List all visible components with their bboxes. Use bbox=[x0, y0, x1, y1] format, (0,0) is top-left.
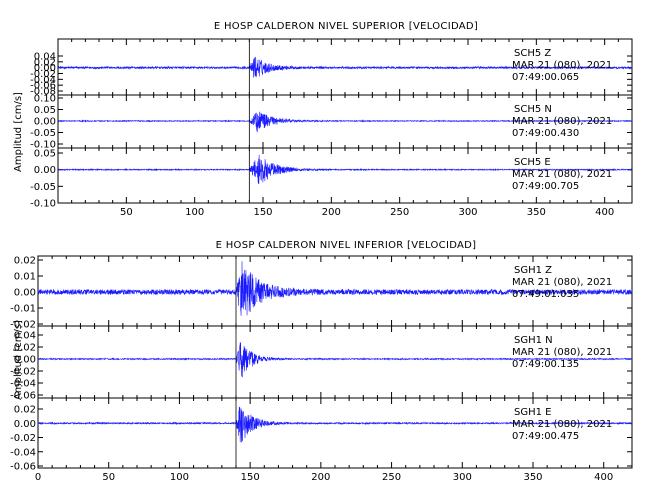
station-channel-label: SCH5 Z bbox=[514, 48, 551, 59]
x-tick-label: 200 bbox=[311, 472, 330, 483]
y-tick-label: -0.02 bbox=[10, 433, 36, 444]
event-date-label: MAR 21 (080), 2021 bbox=[512, 419, 612, 430]
y-tick-label: 0.04 bbox=[14, 331, 36, 342]
y-tick-label: 0.04 bbox=[34, 52, 56, 63]
y-tick-label: 0.01 bbox=[14, 272, 36, 283]
y-tick-label: -0.02 bbox=[10, 367, 36, 378]
event-time-label: 07:49:01.035 bbox=[512, 289, 579, 300]
y-tick-label: 0.02 bbox=[14, 256, 36, 267]
trace-panel-sgh1-e: 0.02 0.00 -0.02 -0.04 -0.060 50 100 150 200 250 30… bbox=[10, 397, 633, 483]
y-axis-label-inferior: Amplitud [cm/s] bbox=[13, 320, 24, 400]
y-tick-label: -0.04 bbox=[10, 379, 36, 390]
y-tick-label: -0.04 bbox=[10, 447, 36, 458]
y-tick-label: -0.02 bbox=[10, 320, 36, 331]
y-tick-label: -0.10 bbox=[30, 199, 56, 210]
y-tick-label: -0.04 bbox=[30, 75, 56, 86]
event-time-label: 07:49:00.705 bbox=[512, 181, 579, 192]
event-time-label: 07:49:00.475 bbox=[512, 431, 579, 442]
x-tick-label: 50 bbox=[102, 472, 115, 483]
x-tick-label: 150 bbox=[253, 207, 272, 218]
y-tick-label: -0.08 bbox=[30, 87, 56, 98]
event-time-label: 07:49:00.065 bbox=[512, 72, 579, 83]
event-date-label: MAR 21 (080), 2021 bbox=[512, 277, 612, 288]
seismic-trace bbox=[37, 261, 633, 316]
seismic-trace bbox=[57, 154, 633, 184]
chart-title-superior: E HOSP CALDERON NIVEL SUPERIOR [VELOCIDA… bbox=[214, 21, 478, 32]
seismic-trace bbox=[37, 406, 633, 443]
station-channel-label: SGH1 E bbox=[514, 407, 551, 418]
x-tick-label: 300 bbox=[453, 472, 472, 483]
seismic-trace bbox=[37, 342, 633, 378]
chart-group-superior: E HOSP CALDERON NIVEL SUPERIOR [VELOCIDA… bbox=[13, 21, 633, 218]
y-tick-label: 0.02 bbox=[34, 57, 56, 68]
station-channel-label: SGH1 N bbox=[514, 335, 553, 346]
trace-panel-sch5-e: 0.05 0.00 -0.05 -0.10 50 100 150 200 250 300 350 40… bbox=[30, 147, 633, 218]
x-tick-label: 100 bbox=[185, 207, 204, 218]
x-tick-label: 400 bbox=[594, 472, 613, 483]
y-tick-label: 0.02 bbox=[14, 343, 36, 354]
event-date-label: MAR 21 (080), 2021 bbox=[512, 169, 612, 180]
event-time-label: 07:49:00.135 bbox=[512, 359, 579, 370]
y-tick-label: -0.06 bbox=[10, 462, 36, 473]
station-channel-label: SCH5 E bbox=[514, 157, 551, 168]
x-tick-label: 250 bbox=[390, 207, 409, 218]
x-tick-label: 0 bbox=[35, 472, 41, 483]
y-tick-label: 0.00 bbox=[34, 63, 56, 74]
x-tick-label: 400 bbox=[595, 207, 614, 218]
station-channel-label: SCH5 N bbox=[514, 104, 552, 115]
x-tick-label: 200 bbox=[322, 207, 341, 218]
y-tick-label: -0.10 bbox=[30, 140, 56, 151]
y-tick-label: 0.00 bbox=[14, 419, 36, 430]
y-axis-label-superior: Amplitud [cm/s] bbox=[13, 92, 24, 172]
y-tick-label: -0.02 bbox=[30, 69, 56, 80]
event-date-label: MAR 21 (080), 2021 bbox=[512, 347, 612, 358]
event-date-label: MAR 21 (080), 2021 bbox=[512, 116, 612, 127]
x-tick-label: 250 bbox=[382, 472, 401, 483]
y-tick-label: 0.05 bbox=[34, 105, 56, 116]
event-date-label: MAR 21 (080), 2021 bbox=[512, 60, 612, 71]
y-tick-label: -0.06 bbox=[10, 391, 36, 402]
x-tick-label: 350 bbox=[527, 207, 546, 218]
chart-group-inferior: E HOSP CALDERON NIVEL INFERIOR [VELOCIDA… bbox=[10, 240, 633, 483]
y-tick-label: 0.05 bbox=[34, 149, 56, 160]
trace-panel-sch5-z: 0.040.020.00-0.02-0.04-0.06-0.08 SCH5 ZMA… bbox=[30, 38, 633, 98]
y-tick-label: 0.02 bbox=[14, 405, 36, 416]
y-tick-label: -0.01 bbox=[10, 304, 36, 315]
chart-title-inferior: E HOSP CALDERON NIVEL INFERIOR [VELOCIDA… bbox=[216, 240, 477, 251]
x-tick-label: 100 bbox=[170, 472, 189, 483]
seismic-trace bbox=[57, 56, 633, 78]
y-tick-label: 0.00 bbox=[34, 165, 56, 176]
y-tick-label: -0.05 bbox=[30, 128, 56, 139]
x-tick-label: 150 bbox=[241, 472, 260, 483]
x-tick-label: 50 bbox=[120, 207, 133, 218]
x-tick-label: 350 bbox=[523, 472, 542, 483]
y-tick-label: 0.00 bbox=[14, 288, 36, 299]
y-tick-label: -0.06 bbox=[30, 81, 56, 92]
y-tick-label: -0.05 bbox=[30, 182, 56, 193]
event-time-label: 07:49:00.430 bbox=[512, 128, 579, 139]
y-tick-label: 0.10 bbox=[34, 94, 56, 105]
y-tick-label: 0.00 bbox=[34, 117, 56, 128]
x-tick-label: 300 bbox=[458, 207, 477, 218]
seismic-trace bbox=[57, 111, 633, 133]
station-channel-label: SGH1 Z bbox=[514, 265, 552, 276]
y-tick-label: 0.00 bbox=[14, 355, 36, 366]
